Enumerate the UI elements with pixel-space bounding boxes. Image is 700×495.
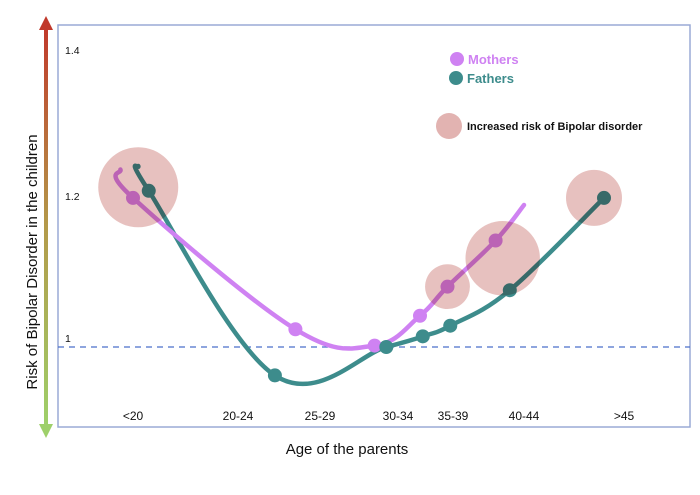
legend-fathers-marker (449, 71, 463, 85)
legend-bubble-label: Increased risk of Bipolar disorder (467, 121, 643, 133)
x-tick-label: 20-24 (223, 409, 254, 423)
risk-bubble (98, 147, 179, 228)
fathers-data-point (415, 329, 430, 344)
y-tick-label: 1 (65, 333, 71, 345)
fathers-data-point (443, 318, 458, 333)
x-axis-title: Age of the parents (286, 441, 409, 458)
mothers-data-point (288, 322, 303, 337)
legend-bubble-marker (436, 113, 462, 139)
x-tick-label: 25-29 (305, 409, 336, 423)
x-tick-label: >45 (614, 409, 635, 423)
legend-mothers-marker (450, 52, 464, 66)
y-axis-title: Risk of Bipolar Disorder in the children (24, 134, 41, 389)
risk-arrow-shaft (44, 28, 48, 426)
legend: Mothers Fathers Increased risk of Bipola… (436, 52, 643, 139)
x-tick-label: <20 (123, 409, 144, 423)
x-tick-label: 40-44 (509, 409, 540, 423)
plot-frame (57, 24, 691, 428)
risk-bubble (566, 169, 622, 226)
risk-arrow (39, 16, 53, 438)
y-tick-label: 1.2 (65, 191, 80, 203)
arrow-down-icon (39, 424, 53, 438)
arrow-up-icon (39, 16, 53, 30)
legend-fathers-label: Fathers (467, 71, 514, 86)
fathers-data-point (379, 340, 394, 354)
y-tick-label: 1.4 (65, 45, 80, 57)
risk-bubble (465, 221, 540, 296)
legend-mothers-label: Mothers (468, 52, 519, 67)
fathers-data-point (267, 368, 282, 383)
risk-bubble (425, 264, 470, 310)
mothers-data-point (367, 338, 382, 353)
x-tick-label: 35-39 (438, 409, 469, 423)
mothers-data-point (413, 308, 427, 323)
x-tick-label: 30-34 (383, 409, 414, 423)
